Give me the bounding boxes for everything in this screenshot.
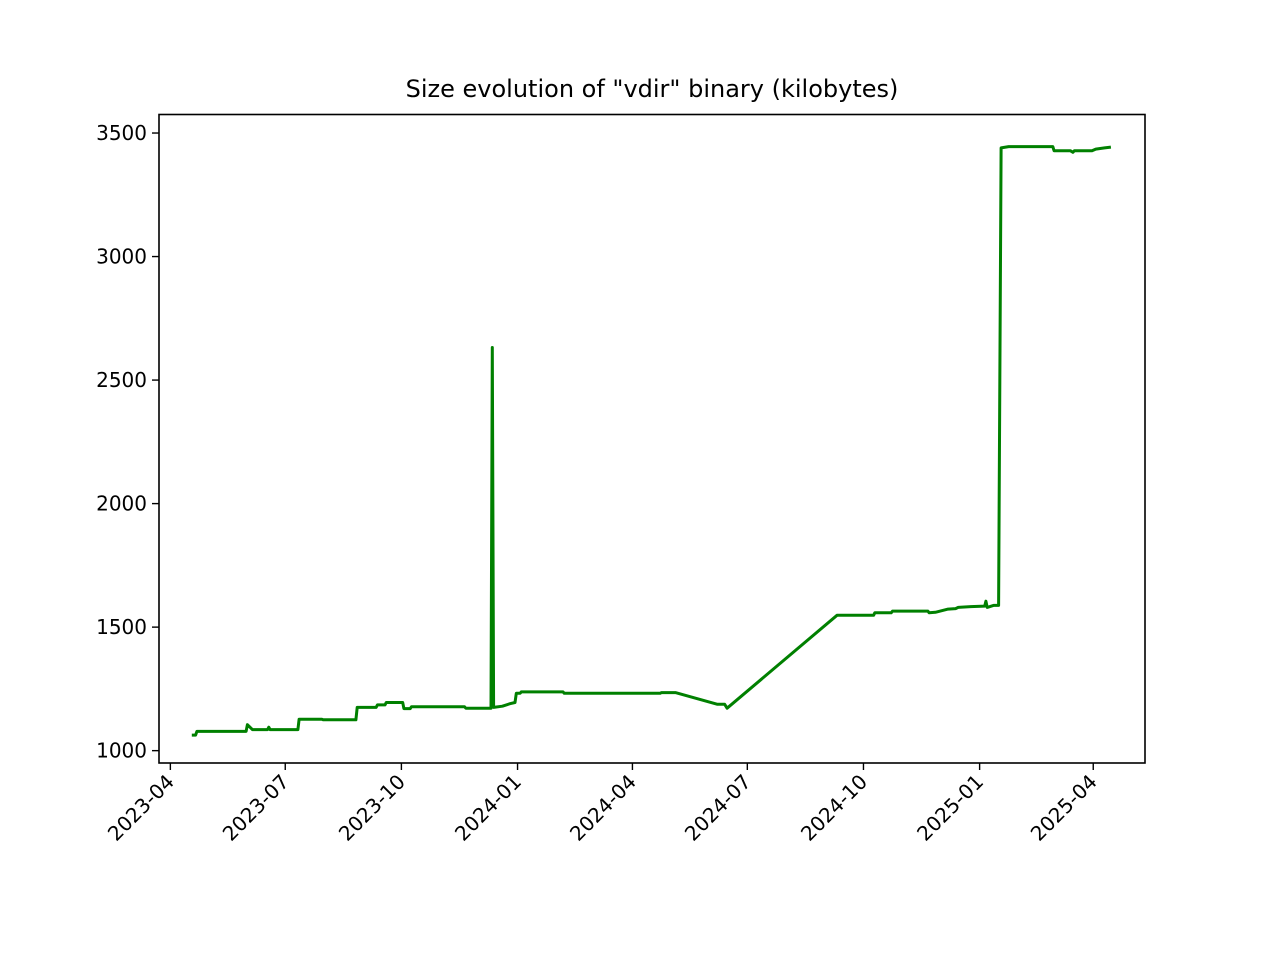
series-line (191, 145, 1112, 737)
x-tick-label: 2023-10 (334, 770, 410, 846)
series-layer (191, 145, 1112, 737)
y-tick-label: 2000 (96, 492, 147, 516)
y-axis: 1000 1500 2000 2500 3000 3500 (96, 121, 159, 763)
chart-title: Size evolution of "vdir" binary (kilobyt… (406, 75, 899, 103)
y-tick-label: 3500 (96, 121, 147, 145)
x-tick-label: 2024-01 (450, 770, 526, 846)
x-tick-label: 2025-04 (1026, 770, 1102, 846)
x-tick-label: 2024-07 (680, 770, 756, 846)
y-tick-label: 3000 (96, 245, 147, 269)
plot-area (158, 113, 1146, 764)
y-tick-label: 1000 (96, 739, 147, 763)
x-axis: 2023-04 2023-07 2023-10 2024-01 2024-04 2024-… (103, 763, 1102, 846)
x-tick-label: 2024-04 (565, 770, 641, 846)
y-tick-label: 1500 (96, 615, 147, 639)
y-tick-label: 2500 (96, 368, 147, 392)
x-tick-label: 2024-10 (796, 770, 872, 846)
x-tick-label: 2023-04 (103, 770, 179, 846)
x-tick-label: 2023-07 (218, 770, 294, 846)
x-tick-label: 2025-01 (912, 770, 988, 846)
